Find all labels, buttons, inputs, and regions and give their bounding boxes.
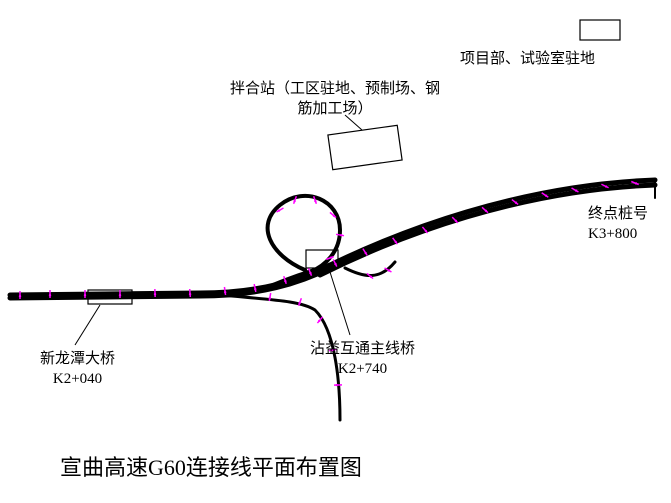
project-dept-label: 项目部、试验室驻地 [460,50,595,70]
mixing-station-label: 拌合站（工区驻地、预制场、钢 筋加工场） [230,80,440,119]
end-stake-line2: K3+800 [588,226,637,242]
xlt-bridge-label: 新龙潭大桥 K2+040 [40,350,115,389]
main-bridge-line2: K2+740 [310,360,415,380]
main-bridge-label: 沾益互通主线桥 K2+740 [310,340,415,379]
main-bridge-line1: 沾益互通主线桥 [310,341,415,357]
end-stake-line1: 终点桩号 [588,206,648,222]
mixing-station-line1: 拌合站（工区驻地、预制场、钢 [230,81,440,97]
xlt-bridge-line1: 新龙潭大桥 [40,351,115,367]
xlt-bridge-line2: K2+040 [40,370,115,390]
mixing-station-line2: 筋加工场） [230,100,440,120]
diagram-title: 宣曲高速G60连接线平面布置图 [60,450,362,482]
end-stake-label: 终点桩号 K3+800 [588,205,648,244]
